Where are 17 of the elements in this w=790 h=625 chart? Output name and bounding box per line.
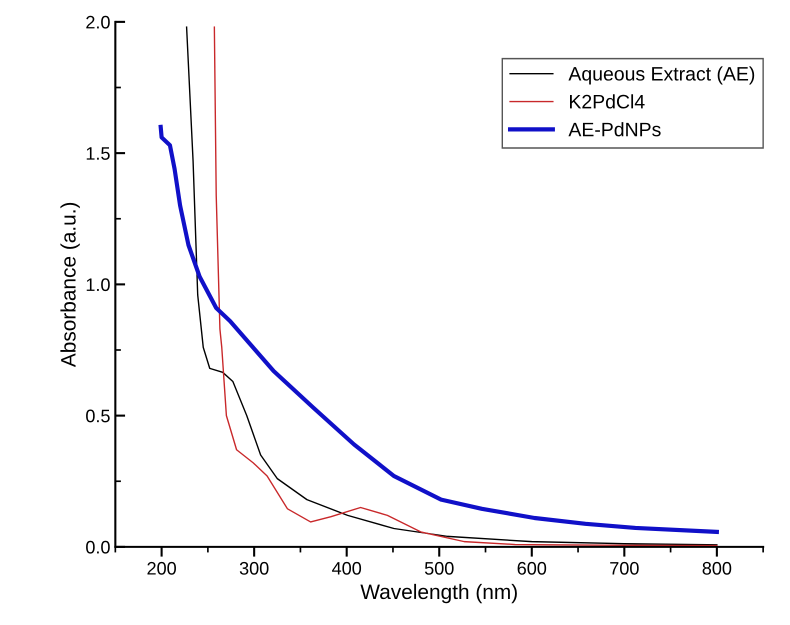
y-tick-label: 0.5 [86,410,110,422]
x-tick-label: 700 [610,562,639,575]
legend-label: K2PdCl4 [570,94,645,109]
x-tick-label: 300 [240,562,269,575]
x-tick-label: 800 [702,562,732,575]
y-tick-label: 0.0 [86,540,110,554]
x-tick-label: 200 [147,562,176,575]
x-tick-label: 600 [518,562,546,575]
y-tick-label: 1.5 [86,147,110,160]
x-tick-label: 400 [332,562,362,575]
x-tick-label: 500 [424,562,454,575]
y-tick-label: 2.0 [86,16,110,29]
y-axis-title: Absorbance (a.u.) [60,202,80,368]
legend-label: Aqueous Extract (AE) [568,66,754,85]
legend-label: AE-PdNPs [568,122,661,136]
y-tick-label: 1.0 [86,278,110,292]
x-axis-title: Wavelength (nm) [360,584,517,604]
